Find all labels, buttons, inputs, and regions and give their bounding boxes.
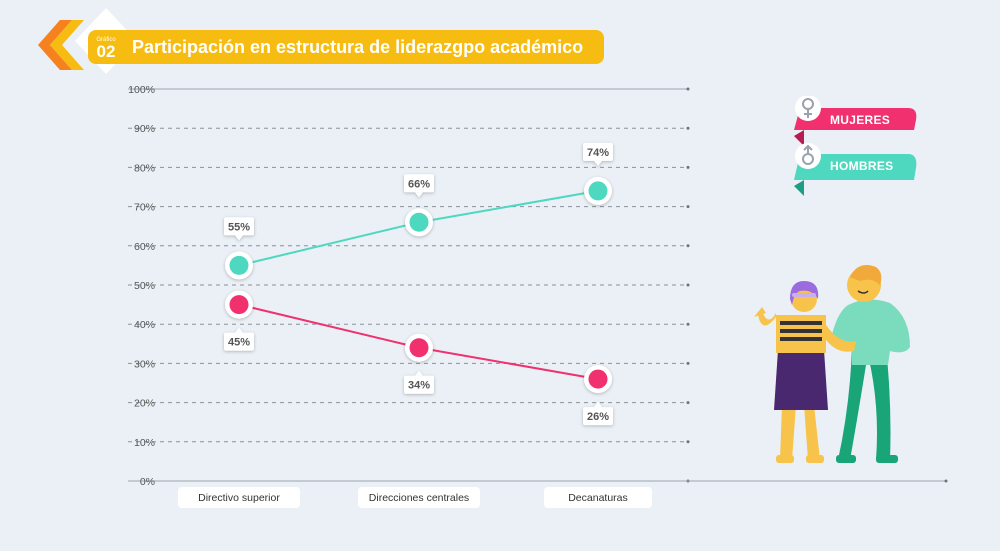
legend-hombres: HOMBRES xyxy=(790,142,920,198)
male-symbol-icon xyxy=(802,144,814,165)
gridline-end-dot xyxy=(686,283,690,287)
data-point xyxy=(588,181,608,201)
data-label: 74% xyxy=(587,147,609,159)
badge-number: 02 xyxy=(96,41,116,61)
data-label: 55% xyxy=(228,221,250,233)
data-point xyxy=(229,295,249,315)
data-label-bg xyxy=(583,142,613,161)
gridline-end-dot xyxy=(686,401,690,405)
data-label: 34% xyxy=(408,380,430,392)
y-tick-label: 90% xyxy=(134,123,155,135)
y-tick-label: 80% xyxy=(134,162,155,174)
data-label-bg xyxy=(583,407,613,426)
chart-number-badge: Gráfico 02 xyxy=(88,30,124,64)
data-label-bg xyxy=(224,332,254,351)
data-label-pointer xyxy=(594,402,602,408)
data-label-box xyxy=(224,217,254,241)
x-category-label: Direcciones centrales xyxy=(358,487,480,508)
y-tick-label: 100% xyxy=(128,84,155,96)
y-tick-label: 30% xyxy=(134,358,155,370)
data-label-box xyxy=(404,370,434,394)
y-tick-label: 10% xyxy=(134,437,155,449)
data-label-box xyxy=(583,402,613,426)
gridline-end-dot xyxy=(686,361,690,365)
gridline-end-dot xyxy=(686,126,690,130)
data-label: 66% xyxy=(408,178,430,190)
chevron-left-icon xyxy=(38,20,84,70)
y-tick-label: 50% xyxy=(134,280,155,292)
data-label-box xyxy=(583,142,613,166)
y-tick-label: 70% xyxy=(134,202,155,214)
data-point xyxy=(409,212,429,232)
x-category-label: Directivo superior xyxy=(178,487,300,508)
gridline-end-dot xyxy=(686,205,690,209)
y-tick-label: 0% xyxy=(140,476,155,488)
data-label-pointer xyxy=(235,235,243,241)
female-symbol-icon xyxy=(802,98,814,118)
data-label-bg xyxy=(224,217,254,236)
data-point xyxy=(229,255,249,275)
x-category-label: Decanaturas xyxy=(544,487,652,508)
gridline-end-dot xyxy=(686,322,690,326)
data-label-pointer xyxy=(594,160,602,166)
legend-mujeres: MUJERES xyxy=(790,95,920,148)
chart-header: Participación en estructura de liderazgp… xyxy=(38,8,618,74)
data-label-box xyxy=(224,327,254,351)
legend-hombres-label: HOMBRES xyxy=(830,159,894,173)
gridline-end-dot xyxy=(686,87,690,91)
data-label: 45% xyxy=(228,337,250,349)
gridline-end-dot xyxy=(686,440,690,444)
x-axis-end-dot xyxy=(944,479,948,483)
gridline-end-dot xyxy=(686,244,690,248)
data-label: 26% xyxy=(587,411,609,423)
badge-caption: Gráfico xyxy=(96,36,116,43)
woman-figure xyxy=(754,281,856,463)
man-figure xyxy=(830,264,910,463)
y-tick-label: 20% xyxy=(134,398,155,410)
data-label-pointer xyxy=(235,327,243,333)
data-point xyxy=(409,338,429,358)
data-label-pointer xyxy=(415,370,423,376)
legend-hombres-banner xyxy=(794,143,917,196)
gridline-end-dot xyxy=(686,165,690,169)
data-label-pointer xyxy=(415,192,423,198)
data-label-bg xyxy=(404,375,434,394)
title-bar: Participación en estructura de liderazgp… xyxy=(88,30,604,64)
y-tick-label: 60% xyxy=(134,241,155,253)
data-label-box xyxy=(404,174,434,198)
y-tick-label: 40% xyxy=(134,319,155,331)
legend-mujeres-label: MUJERES xyxy=(830,113,891,127)
data-point xyxy=(588,369,608,389)
people-illustration xyxy=(754,264,910,463)
chart-title: Participación en estructura de liderazgp… xyxy=(132,36,584,57)
data-label-bg xyxy=(404,174,434,193)
